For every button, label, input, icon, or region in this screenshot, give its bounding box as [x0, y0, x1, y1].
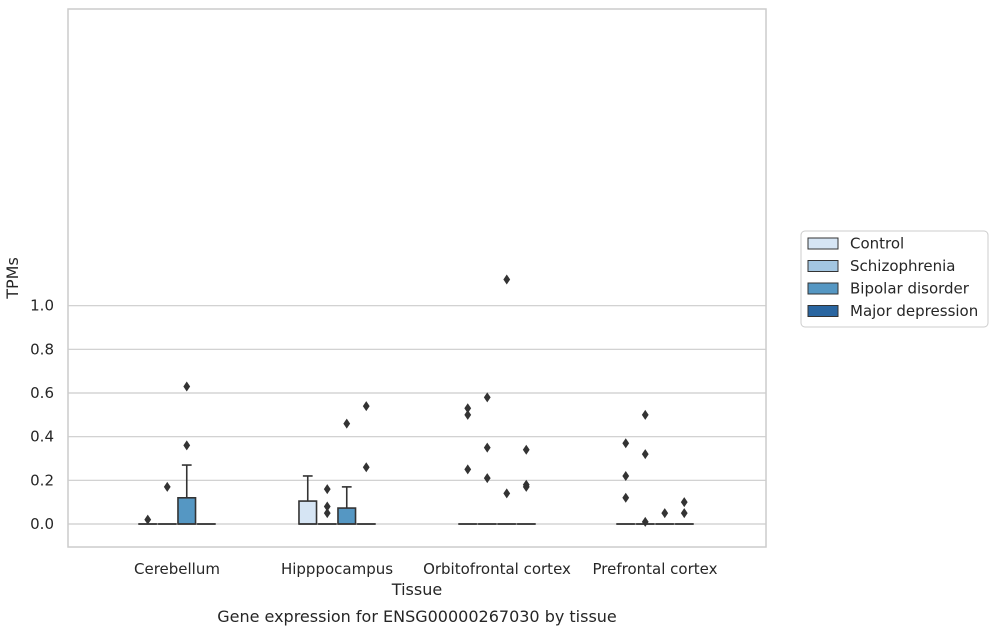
- outlier-point: [323, 484, 331, 495]
- box-2-1: [477, 392, 497, 525]
- box-2-0: [458, 403, 478, 525]
- box: [177, 497, 197, 525]
- outlier-point: [680, 508, 688, 519]
- box-3-3: [674, 497, 694, 525]
- legend-item: Bipolar disorder: [807, 280, 970, 298]
- legend-label: Control: [850, 235, 904, 253]
- box-1-3: [356, 401, 376, 525]
- outlier-point: [464, 403, 472, 414]
- outlier-point: [503, 488, 511, 499]
- y-tick-label: 0.8: [30, 340, 54, 358]
- outlier-point: [622, 492, 630, 503]
- y-tick-label: 0.2: [30, 471, 54, 489]
- box-1-1: [317, 484, 337, 525]
- outlier-point: [163, 481, 171, 492]
- y-tick-label: 1.0: [30, 297, 54, 315]
- legend-label: Major depression: [850, 302, 978, 320]
- outlier-point: [483, 473, 491, 484]
- outlier-point: [622, 470, 630, 481]
- legend-label: Bipolar disorder: [850, 280, 970, 298]
- legend-swatch: [807, 260, 839, 272]
- legend-swatch: [807, 305, 839, 317]
- outlier-point: [483, 392, 491, 403]
- legend-swatch: [807, 237, 839, 250]
- legend-item: Schizophrenia: [807, 257, 955, 275]
- box-3-0: [616, 438, 636, 525]
- box-0-0: [138, 514, 158, 525]
- outlier-point: [362, 462, 370, 473]
- box-1-2: [337, 418, 357, 525]
- outlier-point: [362, 401, 370, 412]
- y-tick-label: 0.0: [30, 515, 54, 533]
- outlier-point: [464, 409, 472, 420]
- legend-swatch: [807, 282, 839, 295]
- outlier-point: [622, 438, 630, 449]
- y-tick-label: 0.4: [30, 428, 54, 446]
- figure-caption: Gene expression for ENSG00000267030 by t…: [217, 607, 617, 626]
- y-tick-labels: 0.0 0.2 0.4 0.6 0.8 1.0: [30, 297, 54, 533]
- legend-frame: [800, 230, 989, 328]
- legend: Control Schizophrenia Bipolar disorder Majo…: [800, 230, 989, 328]
- box-2-3: [516, 444, 536, 525]
- box-0-2: [177, 381, 197, 525]
- outlier-point: [183, 381, 191, 392]
- box: [337, 507, 357, 525]
- box-3-1: [635, 409, 655, 527]
- x-tick-label: Cerebellum: [134, 560, 220, 578]
- outlier-point: [641, 449, 649, 460]
- legend-label: Schizophrenia: [850, 257, 955, 275]
- outlier-point: [323, 508, 331, 519]
- legend-item: Major depression: [807, 302, 978, 320]
- legend-item: Control: [807, 235, 904, 253]
- outlier-point: [641, 409, 649, 420]
- box-3-2: [655, 508, 675, 525]
- x-tick-label: Prefrontal cortex: [593, 560, 718, 578]
- outlier-point: [144, 514, 152, 525]
- y-tick-label: 0.6: [30, 384, 54, 402]
- outlier-point: [343, 418, 351, 429]
- outlier-point: [483, 442, 491, 453]
- outlier-point: [323, 501, 331, 512]
- box-2-2: [497, 274, 517, 525]
- x-tick-labels: Cerebellum Hipppocampus Orbitofrontal cort…: [134, 560, 718, 578]
- outlier-point: [183, 440, 191, 451]
- outlier-point: [503, 274, 511, 285]
- x-axis-label: Tissue: [391, 580, 442, 599]
- outlier-point: [522, 481, 530, 492]
- outlier-point: [680, 497, 688, 508]
- box-series: [138, 274, 694, 527]
- box: [298, 500, 318, 525]
- outlier-point: [522, 444, 530, 455]
- outlier-point: [464, 464, 472, 475]
- x-tick-label: Orbitofrontal cortex: [423, 560, 571, 578]
- plot-area: [67, 8, 767, 548]
- box-0-1: [157, 481, 177, 525]
- outlier-point: [641, 516, 649, 527]
- box-1-0: [298, 475, 318, 525]
- outlier-point: [661, 508, 669, 519]
- x-tick-label: Hipppocampus: [281, 560, 393, 578]
- y-axis-label: TPMs: [3, 257, 22, 300]
